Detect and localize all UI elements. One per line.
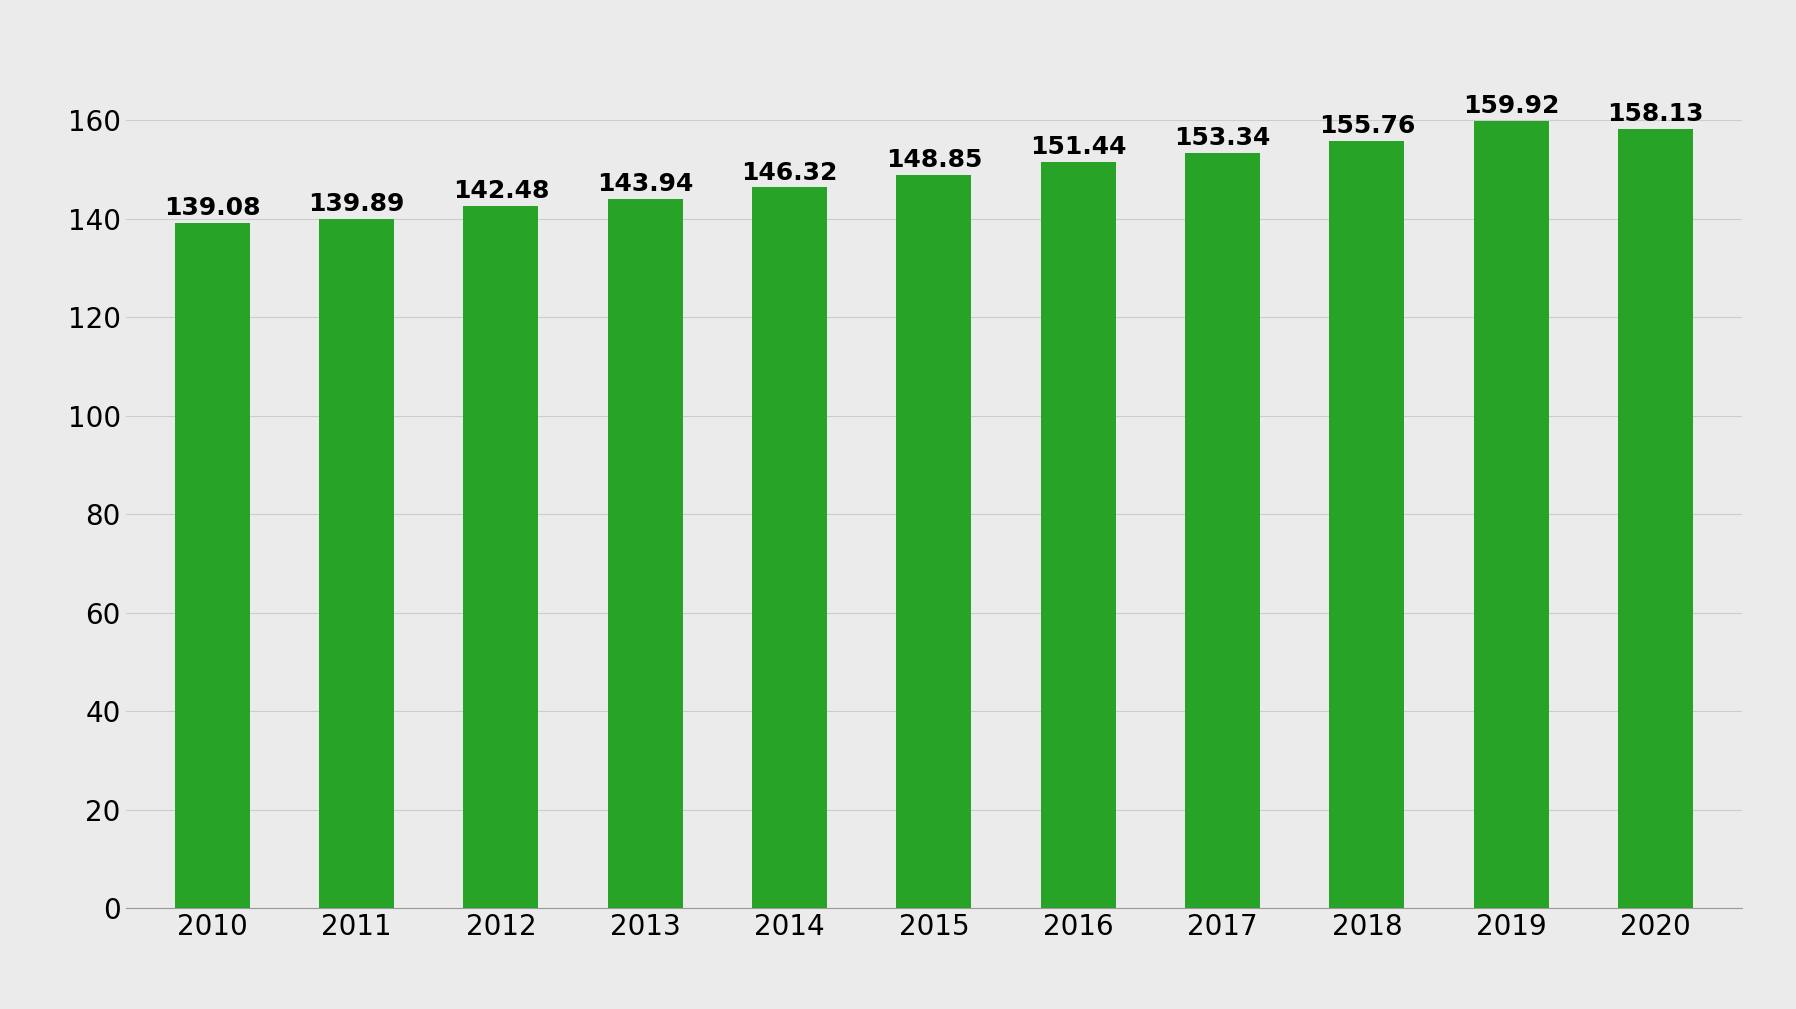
- Text: 146.32: 146.32: [742, 160, 837, 185]
- Text: 143.94: 143.94: [596, 173, 693, 197]
- Bar: [1475, 120, 1548, 908]
- Text: 151.44: 151.44: [1029, 135, 1126, 159]
- Text: 158.13: 158.13: [1607, 102, 1704, 126]
- Bar: [896, 175, 972, 908]
- Bar: [753, 188, 828, 908]
- Text: 155.76: 155.76: [1318, 114, 1415, 138]
- Bar: [1040, 162, 1115, 908]
- Bar: [1329, 141, 1404, 908]
- Bar: [463, 207, 539, 908]
- Bar: [1618, 129, 1694, 908]
- Text: 148.85: 148.85: [885, 148, 982, 173]
- Bar: [174, 223, 250, 908]
- Text: 153.34: 153.34: [1175, 126, 1272, 150]
- Text: 142.48: 142.48: [453, 180, 550, 204]
- Bar: [320, 219, 393, 908]
- Text: 139.08: 139.08: [163, 196, 260, 220]
- Text: 139.89: 139.89: [309, 192, 404, 216]
- Bar: [1185, 153, 1261, 908]
- Text: 159.92: 159.92: [1464, 94, 1559, 118]
- Bar: [607, 199, 682, 908]
